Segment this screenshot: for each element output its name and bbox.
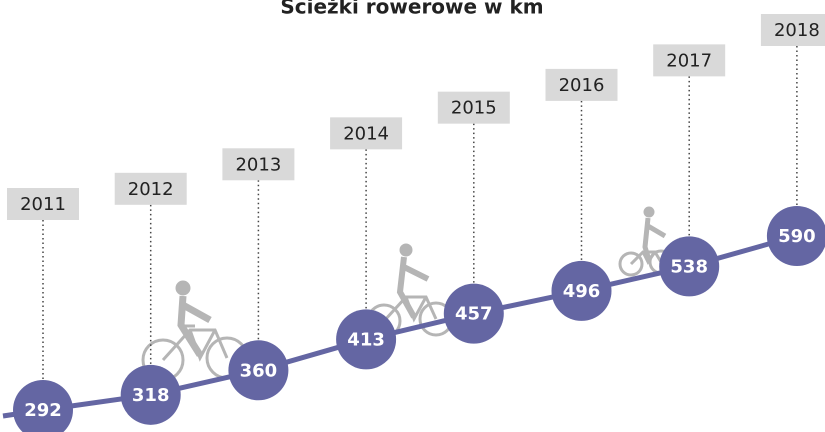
value-label: 413 bbox=[347, 329, 385, 350]
year-box bbox=[222, 148, 295, 181]
year-box bbox=[437, 91, 510, 124]
year-label: 2012 bbox=[128, 179, 174, 200]
value-label: 457 bbox=[455, 304, 493, 325]
year-label: 2018 bbox=[774, 20, 820, 41]
year-label: 2017 bbox=[666, 50, 712, 71]
year-box bbox=[7, 188, 79, 220]
value-marker bbox=[551, 260, 612, 321]
data-line bbox=[2, 227, 825, 419]
value-marker bbox=[336, 309, 397, 370]
year-label: 2014 bbox=[343, 123, 389, 144]
year-box bbox=[653, 44, 726, 77]
value-marker bbox=[120, 364, 181, 425]
value-label: 496 bbox=[563, 281, 601, 302]
value-marker bbox=[766, 206, 825, 266]
year-label: 2015 bbox=[451, 98, 497, 119]
year-box bbox=[760, 14, 825, 46]
year-label: 2011 bbox=[20, 194, 66, 215]
year-label: 2016 bbox=[559, 75, 605, 96]
value-label: 538 bbox=[670, 256, 708, 277]
value-marker bbox=[228, 340, 289, 401]
value-marker bbox=[13, 380, 73, 432]
value-marker bbox=[659, 236, 720, 297]
chart-title: Ścieżki rowerowe w km bbox=[280, 0, 543, 19]
value-marker bbox=[443, 283, 504, 344]
year-box bbox=[114, 172, 187, 205]
value-label: 590 bbox=[778, 226, 816, 247]
value-label: 360 bbox=[240, 360, 278, 381]
value-label: 292 bbox=[24, 400, 62, 421]
year-box bbox=[330, 117, 403, 150]
year-label: 2013 bbox=[235, 154, 281, 175]
value-label: 318 bbox=[132, 385, 170, 406]
year-box bbox=[545, 68, 618, 101]
